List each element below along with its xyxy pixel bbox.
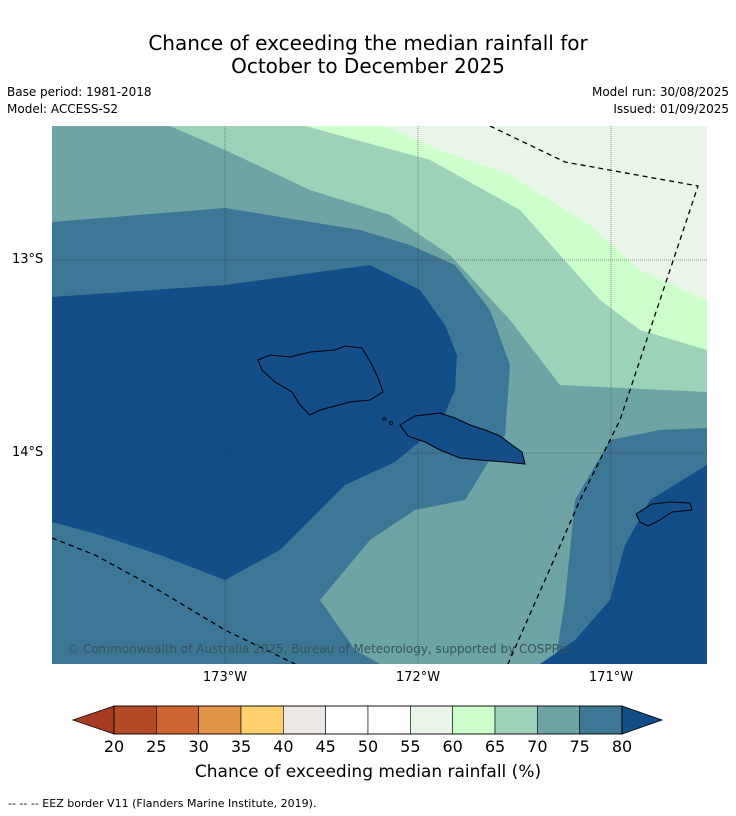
colorbar-cell bbox=[240, 705, 284, 735]
colorbar-cell bbox=[579, 705, 623, 735]
colorbar-cell bbox=[537, 705, 580, 735]
contour-layers bbox=[52, 126, 707, 664]
colorbar-cells bbox=[113, 705, 623, 735]
colorbar-cell bbox=[198, 705, 242, 735]
colorbar-tick-label: 35 bbox=[230, 737, 252, 756]
colorbar-cell bbox=[325, 705, 369, 735]
chart-title-line1: Chance of exceeding the median rainfall … bbox=[148, 31, 588, 55]
issued-date: Issued: 01/09/2025 bbox=[613, 102, 729, 116]
model-run: Model run: 30/08/2025 bbox=[591, 85, 729, 99]
colorbar-outline bbox=[113, 705, 623, 735]
colorbar-tick-label: 70 bbox=[527, 737, 548, 756]
colorbar-tick-label: 40 bbox=[273, 737, 294, 756]
chart-title-line2: October to December 2025 bbox=[231, 54, 505, 78]
colorbar-tick-label: 50 bbox=[357, 737, 379, 756]
eez-footnote: -- -- -- EEZ border V11 (Flanders Marine… bbox=[8, 797, 317, 810]
colorbar-tick-label: 20 bbox=[103, 737, 125, 756]
upolu-island bbox=[399, 412, 526, 465]
colorbar-cell bbox=[367, 705, 411, 735]
colorbar-tick-label: 65 bbox=[484, 737, 506, 756]
colorbar-tick-label: 80 bbox=[611, 737, 633, 756]
colorbar-low-extend bbox=[71, 705, 115, 735]
colorbar-cell bbox=[156, 705, 199, 735]
colorbar-cell bbox=[283, 705, 326, 735]
eez-border-west bbox=[52, 537, 296, 664]
colorbar-cell bbox=[452, 705, 496, 735]
lon-label-171w: 171°W bbox=[588, 670, 634, 685]
lat-label-14s: 14°S bbox=[12, 445, 44, 460]
base-period: Base period: 1981-2018 bbox=[7, 85, 152, 99]
colorbar-cell bbox=[410, 705, 453, 735]
colorbar-tick-label: 30 bbox=[188, 737, 209, 756]
graticule bbox=[52, 126, 707, 664]
lat-label-13s: 13°S bbox=[12, 252, 44, 267]
colorbar-title: Chance of exceeding median rainfall (%) bbox=[194, 762, 542, 782]
tutuila-island bbox=[635, 501, 693, 527]
apolima-islet bbox=[389, 421, 393, 425]
band-55-60 bbox=[385, 126, 707, 300]
colorbar-cell bbox=[494, 705, 538, 735]
colorbar-tick-label: 75 bbox=[569, 737, 590, 756]
colorbar-high-extend bbox=[621, 705, 664, 735]
copyright-notice: © Commonwealth of Australia 2025, Bureau… bbox=[67, 642, 573, 656]
colorbar-tick-label: 25 bbox=[146, 737, 167, 756]
colorbar-tick-label: 60 bbox=[442, 737, 463, 756]
colorbar-cell bbox=[113, 705, 157, 735]
colorbar-tick-label: 55 bbox=[400, 737, 421, 756]
colorbar bbox=[71, 705, 664, 735]
savaii-island bbox=[257, 345, 384, 416]
manono-islet bbox=[382, 417, 386, 421]
model-name: Model: ACCESS-S2 bbox=[7, 102, 119, 116]
band-80-west bbox=[52, 265, 457, 580]
colorbar-tick-label: 45 bbox=[315, 737, 336, 756]
lon-label-172w: 172°W bbox=[395, 670, 441, 685]
lon-label-173w: 173°W bbox=[202, 670, 248, 685]
